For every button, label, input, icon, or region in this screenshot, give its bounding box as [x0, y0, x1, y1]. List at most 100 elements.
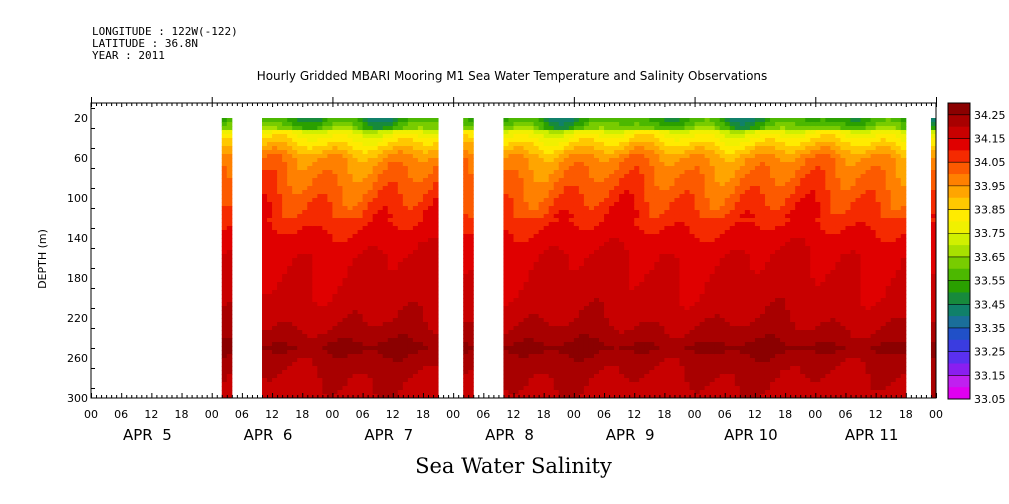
heatmap-cell: [553, 382, 560, 387]
heatmap-cell: [382, 274, 389, 279]
heatmap-cell: [392, 262, 399, 267]
heatmap-cell: [508, 378, 514, 383]
heatmap-cell: [412, 126, 419, 131]
heatmap-cell: [614, 142, 620, 147]
heatmap-cell: [573, 130, 580, 135]
heatmap-cell: [568, 174, 575, 179]
heatmap-cell: [468, 190, 474, 195]
heatmap-cell: [639, 134, 645, 139]
heatmap-cell: [639, 302, 645, 307]
heatmap-cell: [407, 382, 414, 387]
heatmap-cell: [503, 150, 509, 155]
data-segment: [463, 118, 474, 399]
heatmap-cell: [417, 218, 424, 223]
heatmap-cell: [427, 230, 434, 235]
heatmap-cell: [639, 186, 645, 191]
heatmap-cell: [548, 290, 555, 295]
heatmap-cell: [397, 322, 404, 327]
latitude-label: LATITUDE : 36.8N: [92, 37, 198, 50]
heatmap-cell: [614, 234, 620, 239]
heatmap-cell: [297, 210, 303, 215]
heatmap-cell: [312, 306, 318, 311]
heatmap-cell: [624, 118, 630, 123]
heatmap-cell: [593, 314, 600, 319]
heatmap-cell: [634, 330, 640, 335]
heatmap-cell: [307, 386, 313, 391]
heatmap-cell: [588, 162, 595, 167]
heatmap-cell: [357, 234, 364, 239]
heatmap-cell: [292, 186, 298, 191]
heatmap-cell: [347, 146, 354, 151]
heatmap-cell: [573, 270, 580, 275]
heatmap-cell: [427, 334, 434, 339]
heatmap-cell: [528, 274, 535, 279]
heatmap-cell: [327, 378, 333, 383]
heatmap-cell: [543, 182, 550, 187]
heatmap-cell: [548, 386, 555, 391]
heatmap-cell: [634, 190, 640, 195]
heatmap-cell: [312, 382, 318, 387]
heatmap-cell: [337, 146, 343, 151]
heatmap-cell: [312, 158, 318, 163]
heatmap-cell: [573, 230, 580, 235]
heatmap-cell: [407, 318, 414, 323]
heatmap-cell: [538, 378, 545, 383]
heatmap-cell: [392, 274, 399, 279]
heatmap-cell: [619, 242, 625, 247]
heatmap-cell: [503, 382, 509, 387]
heatmap-cell: [377, 218, 384, 223]
heatmap-cell: [427, 206, 434, 211]
heatmap-cell: [433, 254, 439, 259]
heatmap-cell: [468, 162, 474, 167]
heatmap-cell: [312, 354, 318, 359]
heatmap-cell: [614, 318, 620, 323]
heatmap-cell: [267, 374, 273, 379]
heatmap-cell: [312, 274, 318, 279]
heatmap-cell: [352, 334, 359, 339]
heatmap-cell: [518, 226, 525, 231]
heatmap-cell: [317, 118, 323, 123]
heatmap-cell: [392, 126, 399, 131]
heatmap-cell: [578, 166, 585, 171]
heatmap-cell: [573, 374, 580, 379]
heatmap-cell: [533, 282, 540, 287]
heatmap-cell: [503, 386, 509, 391]
heatmap-cell: [392, 154, 399, 159]
heatmap-cell: [317, 222, 323, 227]
heatmap-cell: [543, 378, 550, 383]
heatmap-cell: [307, 258, 313, 263]
heatmap-cell: [558, 278, 565, 283]
heatmap-cell: [578, 374, 585, 379]
heatmap-cell: [272, 246, 278, 251]
heatmap-cell: [367, 210, 374, 215]
heatmap-cell: [508, 226, 514, 231]
heatmap-cell: [578, 246, 585, 251]
heatmap-cell: [634, 166, 640, 171]
heatmap-cell: [614, 246, 620, 251]
heatmap-cell: [332, 246, 338, 251]
heatmap-cell: [277, 158, 283, 163]
heatmap-cell: [407, 170, 414, 175]
heatmap-cell: [468, 290, 474, 295]
heatmap-cell: [221, 170, 228, 175]
heatmap-cell: [317, 226, 323, 231]
heatmap-cell: [352, 218, 359, 223]
heatmap-cell: [337, 394, 343, 399]
heatmap-cell: [397, 298, 404, 303]
heatmap-cell: [583, 366, 590, 371]
heatmap-cell: [372, 346, 379, 351]
heatmap-cell: [282, 222, 288, 227]
heatmap-cell: [372, 322, 379, 327]
heatmap-cell: [317, 130, 323, 135]
heatmap-cell: [654, 278, 660, 283]
heatmap-cell: [543, 202, 550, 207]
heatmap-cell: [392, 162, 399, 167]
heatmap-cell: [528, 278, 535, 283]
heatmap-cell: [553, 274, 560, 279]
heatmap-cell: [644, 334, 650, 339]
heatmap-cell: [262, 274, 268, 279]
heatmap-cell: [518, 162, 525, 167]
heatmap-cell: [417, 210, 424, 215]
heatmap-cell: [277, 274, 283, 279]
heatmap-cell: [518, 202, 525, 207]
